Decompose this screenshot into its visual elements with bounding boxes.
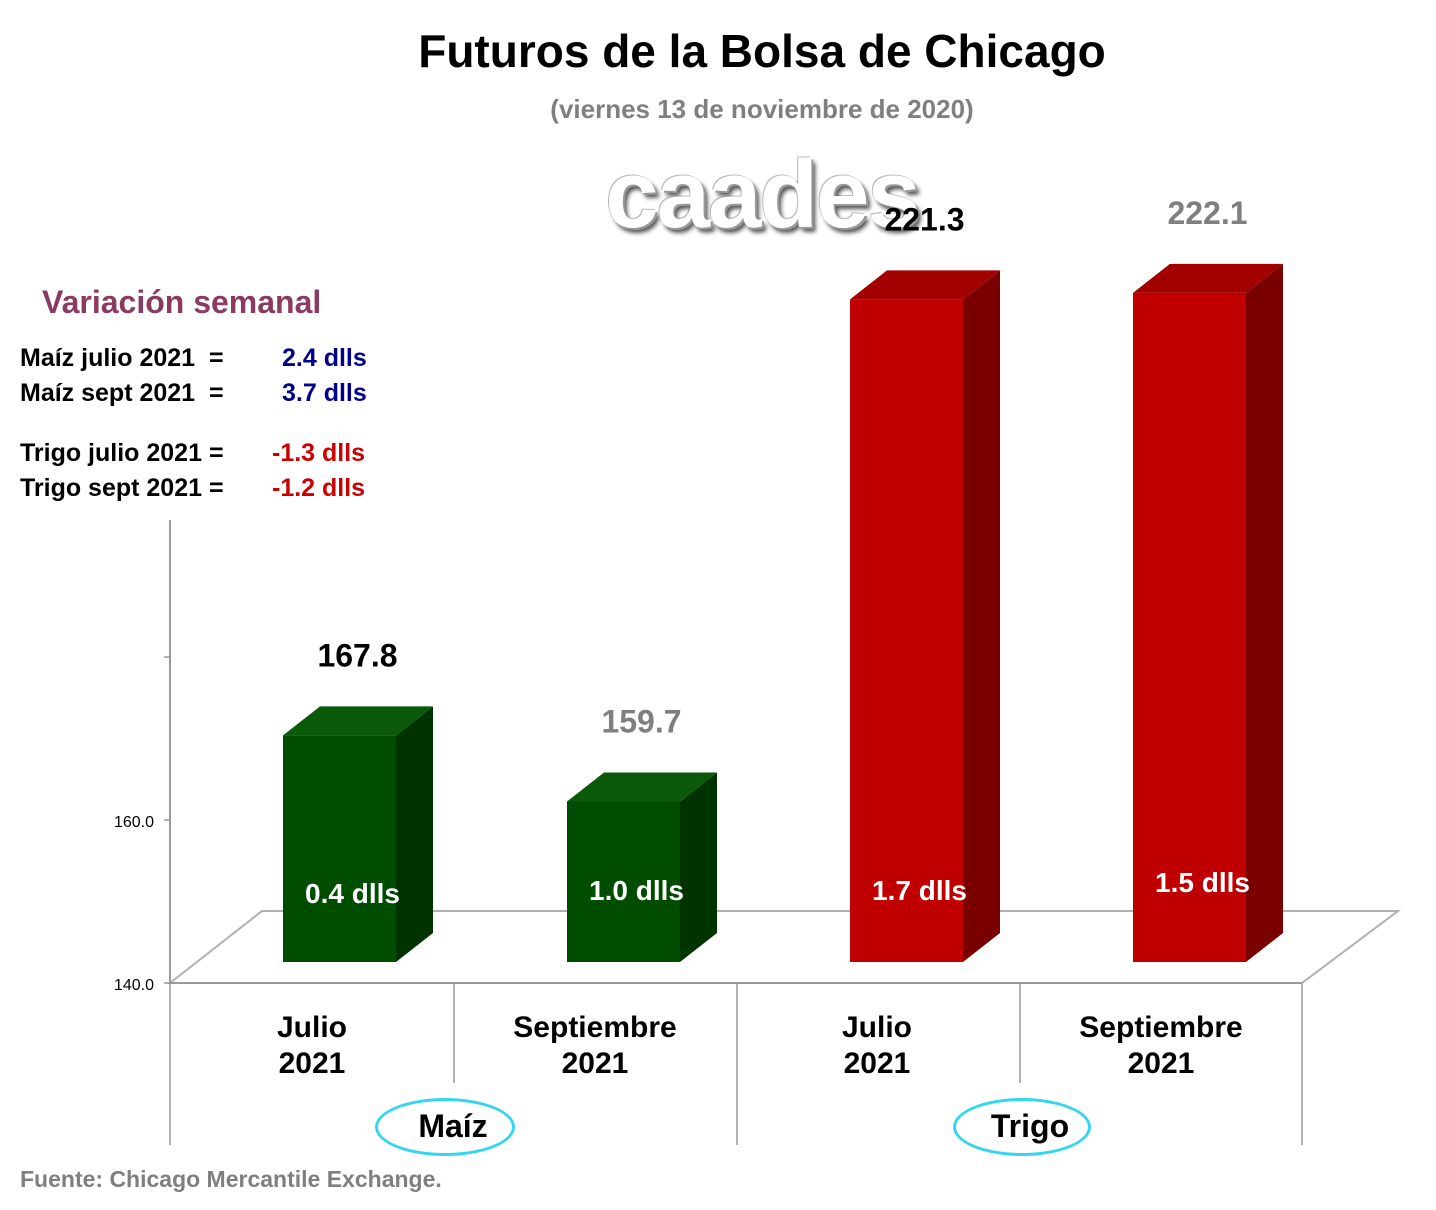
- bar-value-label: 221.3: [884, 201, 964, 237]
- variacion-title: Variación semanal: [42, 284, 322, 320]
- bar-value-label: 167.8: [317, 637, 397, 673]
- variacion-value: 2.4 dlls: [282, 344, 367, 372]
- variacion-row: Maíz sept 2021 = 3.7 dlls: [20, 379, 420, 408]
- source-note: Fuente: Chicago Mercantile Exchange.: [20, 1166, 442, 1192]
- y-tick-label: 160.0: [114, 814, 154, 831]
- variacion-label: Trigo sept 2021 =: [20, 474, 224, 502]
- bar-side: [1246, 263, 1283, 962]
- bar-inner-label: 1.7 dlls: [872, 875, 967, 906]
- x-category-label: Septiembre 2021: [1079, 1011, 1243, 1080]
- chart-title: Futuros de la Bolsa de Chicago: [418, 25, 1106, 77]
- bar-top: [1133, 263, 1283, 293]
- variacion-value: 3.7 dlls: [282, 379, 367, 407]
- x-category-label: Julio 2021: [276, 1011, 347, 1080]
- group-label: Trigo: [990, 1108, 1070, 1144]
- bar-inner-label: 1.0 dlls: [589, 875, 684, 906]
- bar-side: [963, 270, 1000, 962]
- variacion-row: Maíz julio 2021 = 2.4 dlls: [20, 344, 420, 373]
- bar: [1133, 292, 1246, 962]
- bar: [850, 299, 963, 962]
- bar-side: [680, 772, 717, 962]
- chart-subtitle: (viernes 13 de noviembre de 2020): [550, 94, 974, 124]
- y-tick-label: 140.0: [114, 977, 154, 994]
- bar-value-label: 222.1: [1167, 195, 1247, 231]
- group-label-ellipse: [953, 1098, 1091, 1156]
- caades-logo: caades: [605, 141, 921, 248]
- x-category-label: Septiembre 2021: [513, 1011, 677, 1080]
- bar-side: [396, 706, 433, 962]
- variacion-row: Trigo julio 2021 = -1.3 dlls: [20, 439, 420, 468]
- x-category-label: Julio 2021: [841, 1011, 912, 1080]
- bar-value-label: 159.7: [601, 703, 681, 739]
- group-label-ellipse: [375, 1098, 515, 1156]
- variacion-label: Maíz sept 2021 =: [20, 379, 224, 407]
- variacion-value: -1.3 dlls: [272, 439, 366, 467]
- bar-top: [850, 270, 1000, 300]
- bar-top: [567, 772, 717, 802]
- bar: [567, 801, 680, 962]
- bar-inner-label: 0.4 dlls: [305, 878, 400, 909]
- variacion-label: Maíz julio 2021 =: [20, 344, 224, 372]
- variacion-row: Trigo sept 2021 = -1.2 dlls: [20, 474, 420, 503]
- bar-inner-label: 1.5 dlls: [1155, 867, 1250, 898]
- group-label: Maíz: [418, 1108, 488, 1144]
- variacion-value: -1.2 dlls: [272, 474, 366, 502]
- bar: [283, 735, 396, 962]
- bar-top: [283, 706, 433, 736]
- variacion-label: Trigo julio 2021 =: [20, 439, 224, 467]
